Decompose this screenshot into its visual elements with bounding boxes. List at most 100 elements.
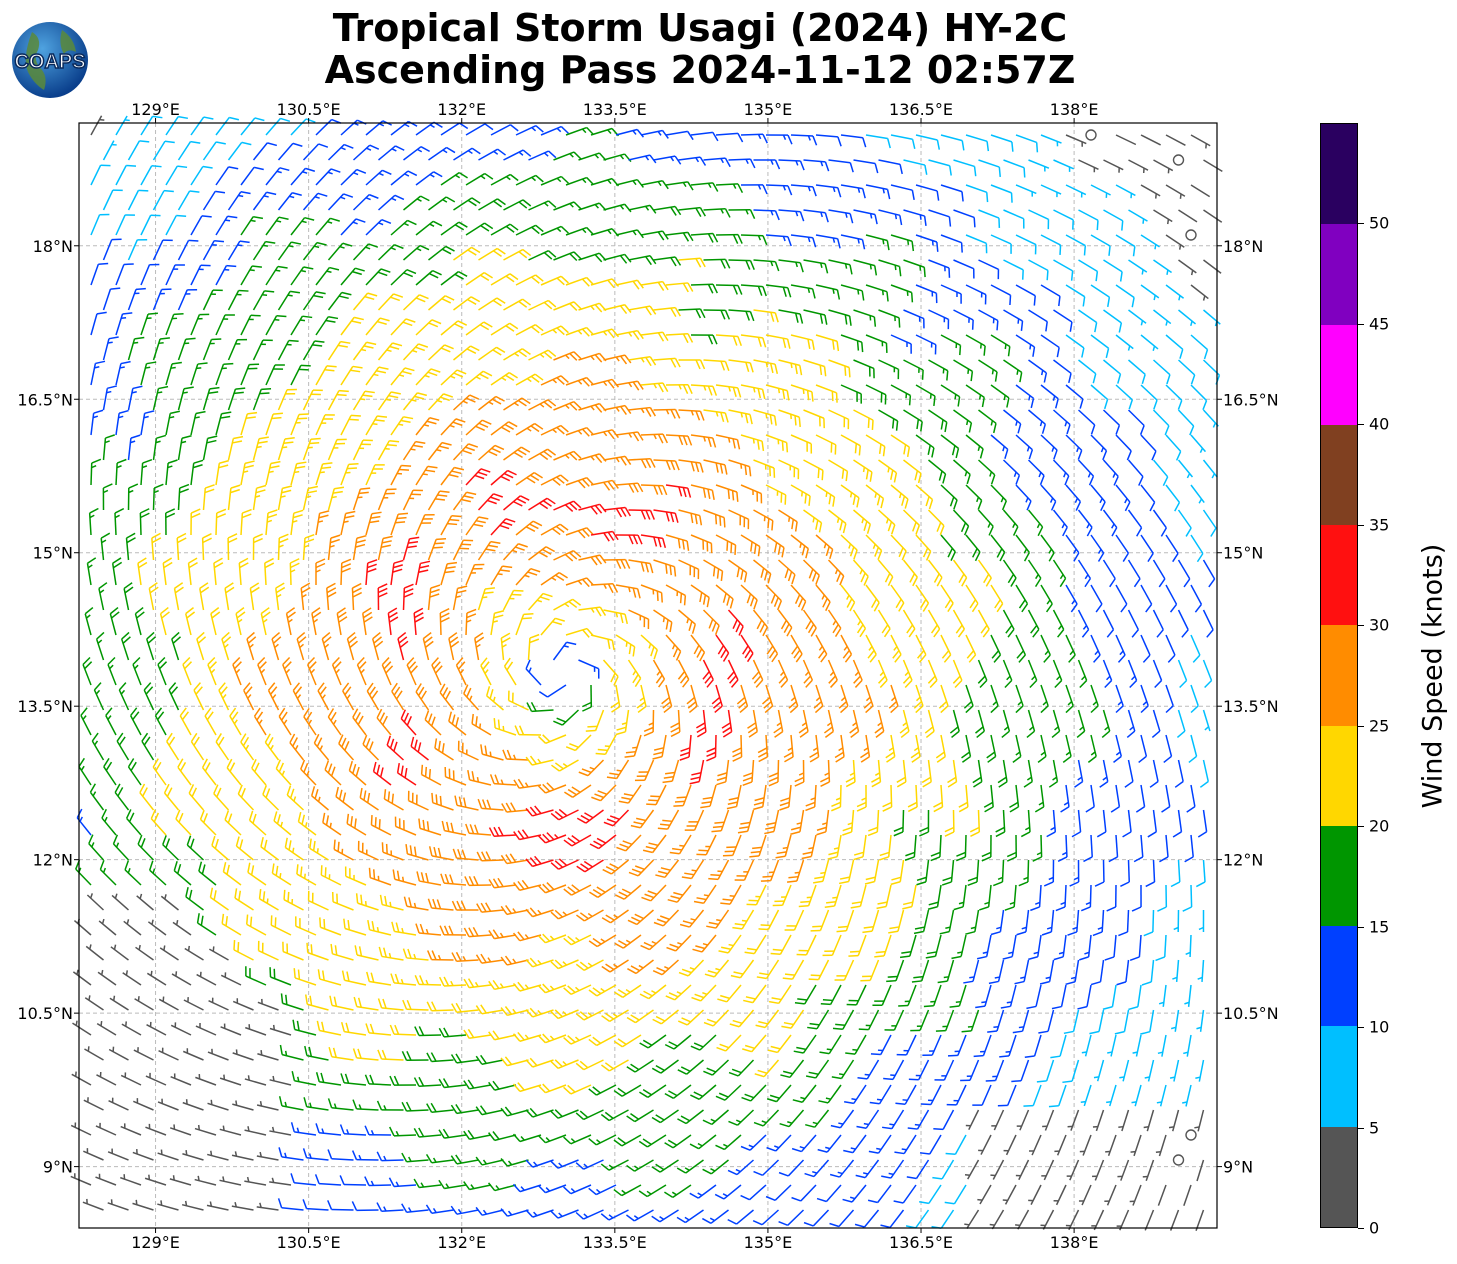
wind-barb [240, 215, 264, 236]
wind-barb [853, 409, 874, 431]
wind-barb [865, 434, 886, 457]
wind-barb [603, 253, 632, 264]
wind-barb [778, 159, 805, 171]
wind-barb [990, 434, 1009, 459]
wind-barb [965, 134, 990, 152]
wind-barb [365, 317, 390, 336]
wind-barb [540, 375, 569, 386]
wind-barb [815, 134, 842, 147]
wind-barb [90, 360, 106, 386]
wind-barb [453, 345, 480, 361]
wind-barb [665, 332, 694, 344]
wind-barb [453, 147, 481, 161]
wind-barb [390, 318, 416, 336]
colorbar-tick-mark [1358, 223, 1364, 225]
wind-barb [1053, 409, 1071, 435]
wind-barb [290, 266, 314, 286]
wind-barb [1028, 209, 1050, 230]
colorbar-tick-label: 30 [1369, 615, 1390, 635]
wind-barb [327, 242, 353, 261]
wind-barb [152, 189, 174, 211]
wind-barb [715, 384, 742, 398]
wind-barb [227, 387, 246, 411]
wind-barb [1103, 359, 1122, 384]
wind-barb [378, 145, 405, 161]
wind-barb [978, 409, 997, 434]
wind-barb [415, 417, 440, 436]
wind-barb [277, 339, 299, 361]
wind-barb [728, 158, 756, 169]
wind-barb [865, 334, 888, 353]
wind-barb [490, 469, 517, 486]
wind-barb [1128, 359, 1146, 385]
wind-barb [1128, 259, 1148, 275]
wind-barb [127, 189, 149, 211]
wind-barb [352, 439, 373, 461]
wind-barb [127, 385, 143, 411]
wind-barb [1153, 159, 1174, 174]
wind-barb [878, 409, 899, 431]
wind-barb [965, 184, 989, 203]
wind-barb [853, 159, 879, 174]
wind-barb [352, 390, 375, 411]
wind-barb [127, 434, 141, 461]
wind-barb [1103, 209, 1124, 231]
wind-barb [165, 410, 181, 436]
wind-barb [1165, 284, 1185, 301]
wind-barb [853, 209, 878, 225]
wind-barb [953, 159, 977, 177]
wind-barb [265, 460, 281, 486]
wind-barb [628, 457, 656, 469]
wind-barb [1028, 359, 1048, 383]
wind-barb [190, 215, 212, 236]
wind-barb [1065, 334, 1085, 358]
wind-barb [1065, 134, 1087, 147]
wind-barb [953, 259, 975, 279]
wind-barb [1040, 184, 1062, 198]
wind-barb [327, 438, 347, 461]
wind-barb [215, 116, 240, 136]
wind-barb [578, 402, 607, 413]
wind-barb [840, 134, 867, 148]
wind-barb [403, 244, 430, 261]
wind-barb [753, 409, 777, 426]
wind-barb [1040, 134, 1062, 147]
lat-tick-label-left: 15°N [33, 544, 73, 563]
wind-barb [102, 189, 123, 211]
wind-barb [1065, 434, 1083, 460]
wind-barb [227, 435, 244, 461]
wind-barb [890, 184, 915, 201]
wind-barb [1003, 259, 1024, 280]
wind-barb [140, 312, 158, 336]
wind-barb [465, 272, 493, 286]
wind-barb [1040, 284, 1061, 307]
wind-barb [528, 299, 557, 311]
wind-barb [440, 270, 468, 286]
wind-barb [177, 288, 198, 311]
wind-barb [315, 462, 333, 486]
wind-barb [1190, 184, 1211, 198]
wind-barb [528, 250, 557, 261]
wind-barb [1153, 309, 1172, 326]
wind-barb [840, 184, 866, 199]
colorbar [1320, 123, 1358, 1228]
wind-barb [340, 168, 367, 186]
wind-barb [440, 466, 465, 486]
wind-barb [377, 243, 404, 261]
wind-barb [840, 284, 865, 301]
wind-barb [640, 280, 669, 291]
wind-barb [1115, 184, 1136, 199]
wind-barb [503, 248, 532, 261]
wind-barb [678, 359, 706, 370]
wind-barb [653, 357, 681, 368]
wind-barb [390, 120, 418, 136]
wind-barb [352, 243, 379, 261]
wind-barb [990, 384, 1010, 408]
wind-barb [340, 316, 364, 336]
wind-barb [753, 459, 776, 478]
wind-barb [440, 221, 468, 236]
lon-tick-label-top: 136.5°E [889, 100, 953, 119]
wind-barb [402, 440, 426, 461]
wind-barb [427, 393, 454, 411]
wind-barb [1028, 259, 1049, 281]
